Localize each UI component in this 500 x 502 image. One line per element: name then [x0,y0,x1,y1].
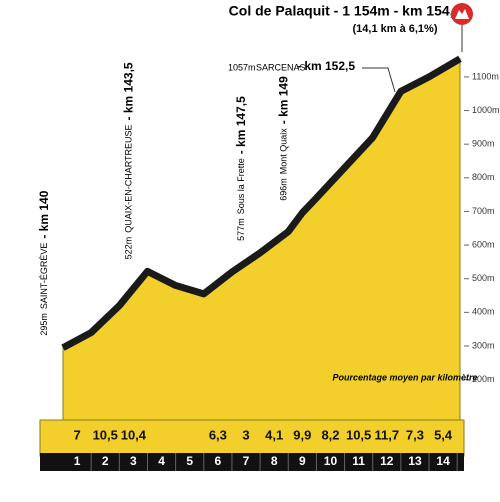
annotation-altitude: 522m [124,237,134,260]
x-tick-label: 5 [186,454,193,468]
y-tick-label: 200m [472,374,495,384]
gradient-label: 9,9 [293,427,311,442]
annotation: 295m SAINT-ÉGRÈVE - km 140 [37,190,51,335]
annotation-place: SARCENAS [256,62,306,72]
x-tick-label: 14 [436,454,450,468]
y-tick-label: 800m [472,172,495,182]
gradient-label: 7 [73,427,80,442]
y-tick-label: 600m [472,239,495,249]
annotation-place: QUAIX-EN-CHARTREUSE [124,124,134,232]
x-tick-label: 7 [243,454,250,468]
gradient-label: 4,1 [265,427,283,442]
y-tick-label: 900m [472,139,495,149]
chart-title: Col de Palaquit - 1 154m - km 154,5 [229,3,462,19]
x-tick-label: 4 [158,454,165,468]
km-strip [40,453,464,471]
annotation-km: - km 152,5 [297,59,355,73]
annotation-place: Sous la Frette [236,158,246,214]
y-tick-label: 300m [472,340,495,350]
x-tick-label: 3 [130,454,137,468]
chart-subtitle: (14,1 km à 6,1%) [353,23,438,35]
x-tick-label: 6 [215,454,222,468]
annotation-place: SAINT-ÉGRÈVE [39,243,49,310]
x-tick-label: 9 [299,454,306,468]
y-tick-label: 1000m [472,105,500,115]
annotation-label: 696m Mont Quaix - km 149 [276,76,290,201]
annotation-altitude: 577m [236,218,246,241]
y-tick-label: 700m [472,206,495,216]
x-tick-label: 13 [408,454,422,468]
annotation: 577m Sous la Frette - km 147,5 [234,96,248,241]
annotation-leader [362,67,396,93]
annotation-label: 295m SAINT-ÉGRÈVE - km 140 [37,190,51,335]
gradient-label: 5,4 [434,427,453,442]
gradient-label: 8,2 [321,427,339,442]
gradient-label: 10,4 [121,427,147,442]
gradient-label: 10,5 [346,427,371,442]
y-tick-label: 500m [472,273,495,283]
annotation-altitude: 696m [279,178,289,201]
x-tick-label: 11 [352,454,365,468]
annotation-km: - km 140 [37,190,51,238]
gradient-label: 6,3 [209,427,227,442]
gradient-label: 7,3 [406,427,424,442]
annotation-altitude: 1057m [228,62,256,72]
annotation-place: Mont Quaix [279,128,289,175]
annotation: 696m Mont Quaix - km 149 [276,76,290,201]
summit-mountain [455,9,469,19]
note: Pourcentage moyen par kilomètre [332,372,477,382]
gradient-label: 11,7 [374,427,399,442]
annotation-label: 577m Sous la Frette - km 147,5 [234,96,248,241]
x-tick-label: 10 [324,454,338,468]
annotation-km: - km 149 [276,76,290,124]
annotation-km: - km 143,5 [122,62,136,120]
x-tick-label: 2 [102,454,109,468]
y-tick-label: 1100m [472,71,499,81]
x-tick-label: 8 [271,454,278,468]
annotation-km: - km 147,5 [234,96,248,154]
gradient-label: 3 [242,427,249,442]
annotation: 522m QUAIX-EN-CHARTREUSE - km 143,5 [122,62,136,259]
summit-icon [451,3,473,52]
profile-ridge [61,55,462,351]
annotation-altitude: 295m [39,313,49,336]
y-tick-label: 400m [472,307,495,317]
gradient-label: 10,5 [93,427,118,442]
x-tick-label: 12 [380,454,394,468]
x-tick-label: 1 [74,454,81,468]
annotation-label: 522m QUAIX-EN-CHARTREUSE - km 143,5 [122,62,136,259]
